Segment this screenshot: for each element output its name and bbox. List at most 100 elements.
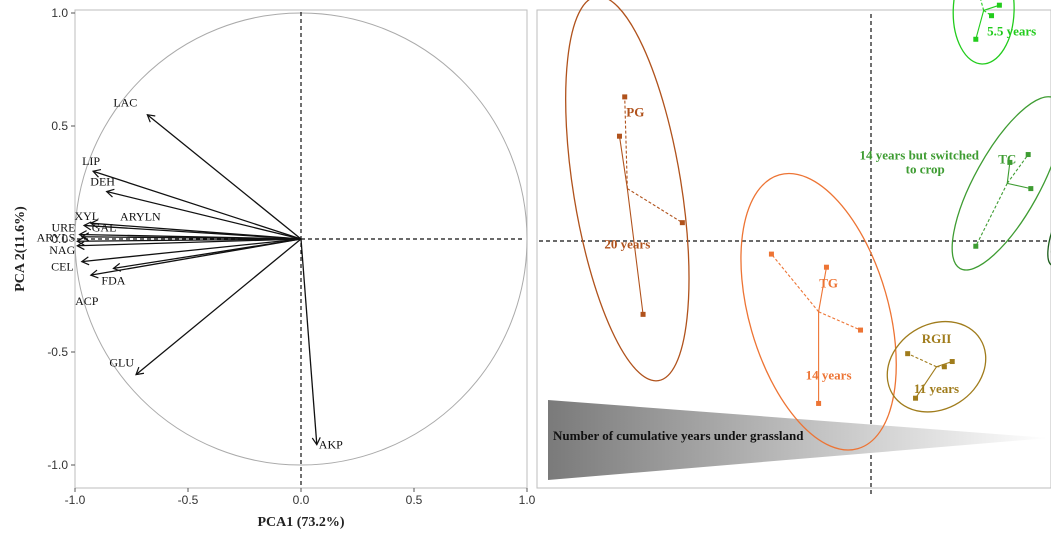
spoke-tc [975,183,1008,247]
vector-label-aryln: ARYLN [120,209,161,223]
group-pg: PG 20 years [565,0,690,382]
ellipse-pg [565,0,690,382]
spoke-pg [626,188,644,315]
vector-label-glu: GLU [109,356,134,370]
vector-label-akp: AKP [319,438,343,452]
point-rgi [989,13,995,19]
vector-aryls [76,236,302,246]
group-rgii: RGII 11 years [886,320,987,413]
y-tick-label: 0.5 [51,119,68,133]
point-rgii [949,359,955,365]
vector-label-acp: ACP [75,294,99,308]
ellipse-rgi [952,0,1015,65]
group-label-tg: TG [819,276,838,291]
vector-akp [300,238,321,446]
cumulative-years-wedge [548,400,1049,480]
spoke-rgii [936,360,953,368]
point-pg [679,220,685,226]
spoke-tc [1006,154,1029,184]
x-axis-ticks: -1.0 -0.5 0.0 0.5 1.0 [65,488,536,507]
spoke-rgi [983,4,1000,11]
vector-acp [89,238,302,279]
vector-deh [105,188,302,240]
x-tick-label: -1.0 [65,493,86,507]
vector-label-deh: DEH [90,175,115,189]
vector-nag [76,238,302,251]
spoke-tg [818,267,828,312]
vector-glu [135,238,302,376]
point-tg [768,251,774,257]
ellipse-rgii [886,320,987,413]
point-rgi [996,2,1002,8]
spoke-tc [1007,182,1031,190]
group-tc: TC 14 years but switched to crop [859,96,1051,271]
vector-aryln [82,221,302,240]
x-tick-label: 0.5 [406,493,423,507]
left-panel-frame [74,9,528,489]
y-axis-ticks: 1.0 0.5 0.0 -0.5 -1.0 [47,6,75,472]
point-tg [823,264,829,270]
y-tick-label: 0.0 [51,232,68,246]
spoke-pg [618,136,628,189]
vector-label-gal: GAL [92,221,117,235]
y-tick-label: 1.0 [51,6,68,20]
vector-label-nag: NAG [49,243,75,257]
cumulative-years-annotation: Number of cumulative years under grassla… [553,428,804,443]
x-tick-label: -0.5 [178,493,199,507]
spoke-pg [627,188,683,224]
ellipse-tc [951,96,1051,271]
point-tg [816,400,822,406]
y-axis-title: PCA 2(11.6%) [13,206,28,292]
vector-label-ure: URE [52,220,76,234]
group-years-rgii: 11 years [914,381,959,396]
group-label-pg: PG [626,105,644,120]
vector-label-lip: LIP [82,154,100,168]
group-label-rgii: RGII [922,331,952,346]
group-years-pg: 20 years [604,237,650,252]
spoke-rgii [907,353,937,368]
group-years-rgi: 5.5 years [987,23,1036,38]
spoke-tg [818,311,861,331]
vector-lac [146,113,302,240]
point-rgi [973,36,979,42]
spoke-rgii [915,366,937,399]
sample-groups: PG 20 years TG 14 years RGII 11 years RGI5.5 y… [565,0,1051,451]
point-pg [622,94,628,100]
point-rgii [913,395,919,401]
ellipse-tg [740,172,897,451]
vector-label-aryls: ARYLS [37,230,76,244]
spoke-tg [771,253,820,313]
point-pg [616,133,622,139]
vector-label-lac: LAC [113,96,137,110]
group-years-tc: 14 years but switched to crop [859,147,979,176]
vector-lip [91,168,302,240]
vector-label-xyl: XYL [74,209,99,223]
individuals-panel: Number of cumulative years under grassla… [536,0,1051,494]
y-tick-label: -1.0 [47,458,68,472]
spoke-tc [1006,162,1011,184]
x-tick-label: 0.0 [293,493,310,507]
spoke-rgi [980,0,985,11]
group-rgi: RGI5.5 years [952,0,1036,65]
point-tg [858,327,864,333]
spoke-rgi [975,10,985,40]
group-years-tg: 14 years [806,368,852,383]
vector-gal [80,232,302,242]
point-tc [1028,186,1034,192]
x-tick-label: 1.0 [519,493,536,507]
vector-cel [80,238,302,266]
point-tc [1007,159,1013,165]
point-rgii [905,351,911,357]
y-tick-label: -0.5 [47,345,68,359]
point-rgii [941,364,947,370]
spoke-pg [624,96,628,189]
point-pg [640,311,646,317]
group-label-tc: TC [998,151,1016,166]
point-tc [1025,152,1031,158]
x-axis-title: PCA1 (73.2%) [257,515,344,530]
vector-label-cel: CEL [51,260,74,274]
point-tc [973,243,979,249]
